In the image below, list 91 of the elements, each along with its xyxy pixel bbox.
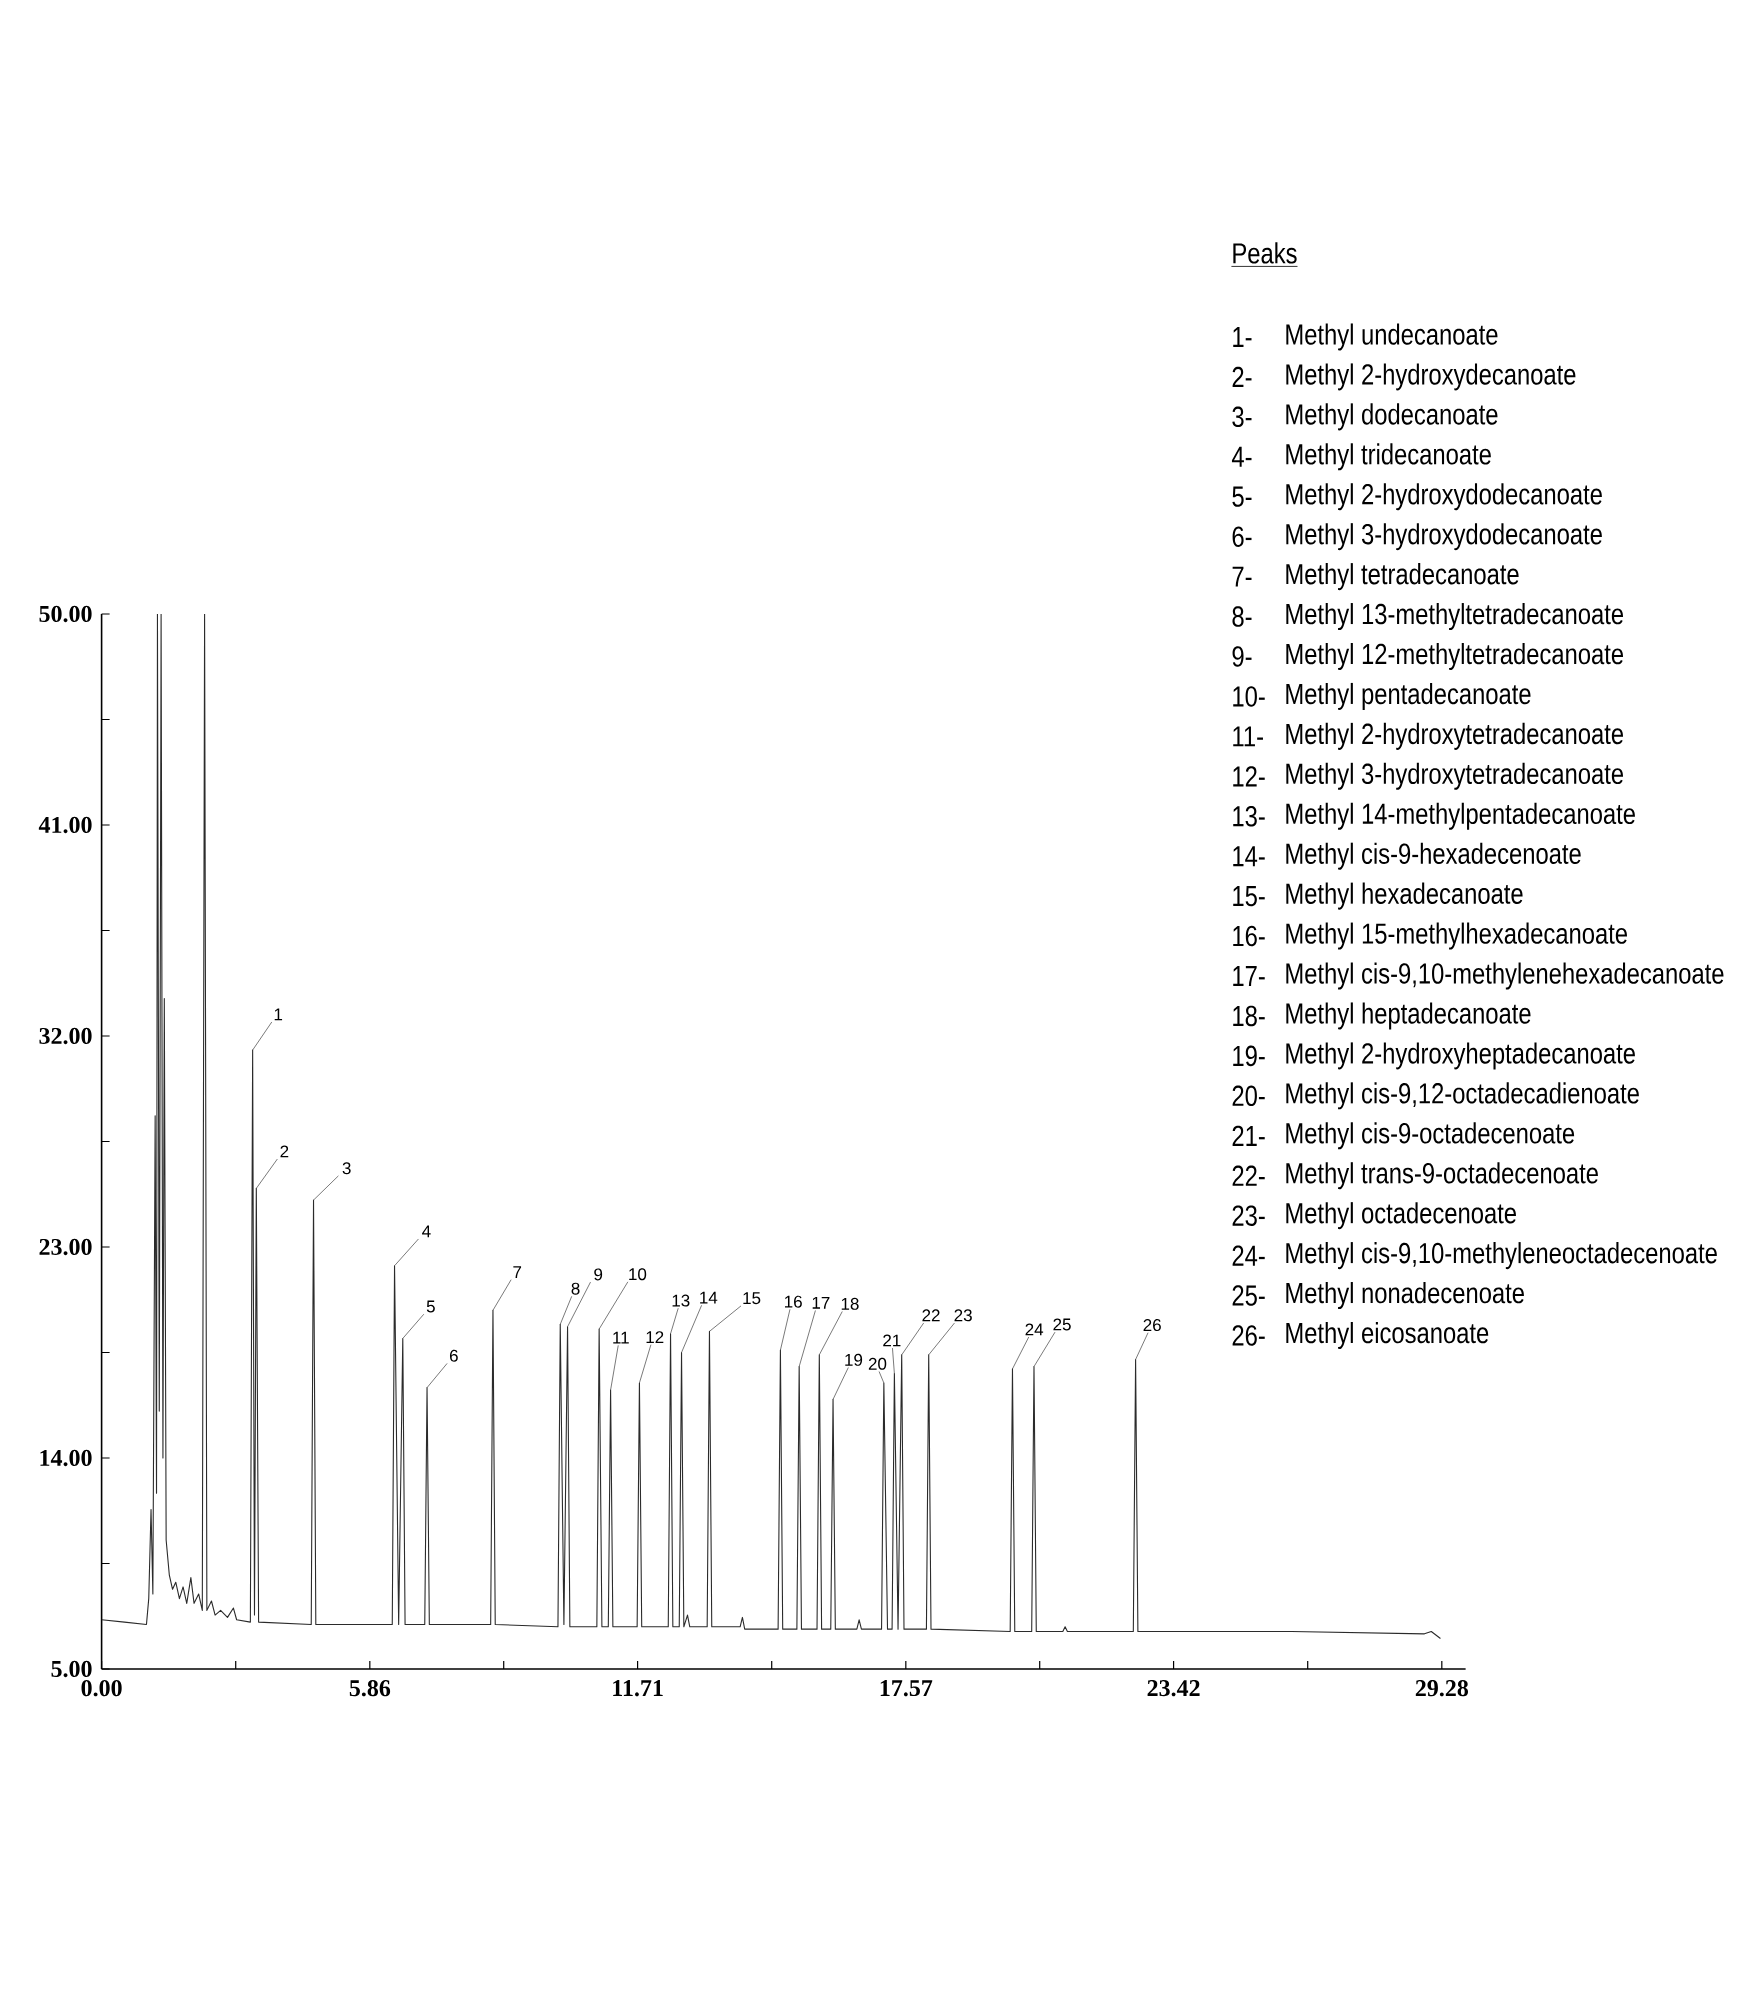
y-tick-label: 50.00	[39, 605, 92, 623]
annotation: 10-	[1233, 686, 1265, 707]
annotation: Methyl 2-hydroxytetradecanoate	[1286, 722, 1624, 750]
annotation: 13	[672, 1294, 690, 1307]
annotation: 21-	[1232, 1125, 1265, 1146]
annotation: 22-	[1232, 1165, 1265, 1186]
x-tick-label: 23.42	[1147, 1680, 1200, 1697]
annotation: 15-	[1233, 886, 1265, 907]
annotation: 12	[646, 1331, 664, 1343]
annotation: 14	[700, 1291, 718, 1304]
y-tick-label: 14.00	[40, 1449, 92, 1467]
y-tick-label: 5.00	[51, 1660, 92, 1678]
text: 1-	[1233, 327, 1252, 347]
annotation: 3	[342, 1162, 351, 1175]
annotation: Methyl 3-hydroxytetradecanoate	[1286, 762, 1624, 790]
annotation: Methyl heptadecanoate	[1286, 1002, 1531, 1030]
annotation: Methyl pentadecanoate	[1286, 682, 1531, 710]
annotation: Methyl nonadecenoate	[1286, 1282, 1524, 1310]
annotation: 19	[845, 1353, 863, 1366]
annotation: 17-	[1233, 966, 1265, 986]
annotation: 9-	[1232, 646, 1252, 667]
annotation: 5	[426, 1300, 435, 1313]
annotation: 24	[1025, 1323, 1044, 1336]
annotation: 17	[812, 1296, 830, 1309]
annotation: 2	[280, 1145, 289, 1158]
annotation: 4	[422, 1225, 431, 1238]
annotation: 12-	[1233, 766, 1265, 787]
annotation: 15	[743, 1292, 761, 1305]
annotation: 11	[613, 1331, 629, 1344]
annotation: 26-	[1232, 1325, 1265, 1346]
x-tick-label: 5.86	[349, 1680, 391, 1697]
annotation: Methyl 14-methylpentadecanoate	[1286, 802, 1635, 830]
text: Methyl undecanoate	[1286, 323, 1498, 351]
text: 5-	[1232, 486, 1252, 507]
annotation: Methyl cis-9,12-octadecadienoate	[1286, 1082, 1639, 1110]
annotation: 21	[883, 1334, 901, 1347]
text: Methyl tridecanoate	[1286, 443, 1491, 471]
annotation: 13-	[1233, 805, 1265, 827]
annotation: Methyl trans-9-octadecenoate	[1286, 1162, 1598, 1190]
annotation: Methyl octadecenoate	[1286, 1202, 1516, 1230]
annotation: 20	[868, 1357, 887, 1370]
x-tick-label: 0.00	[81, 1680, 122, 1697]
annotation: 22	[922, 1309, 940, 1322]
text: 2-	[1232, 366, 1252, 388]
x-tick-label: 17.57	[880, 1680, 933, 1697]
annotation: 8-	[1232, 606, 1252, 627]
annotation: 16-	[1233, 925, 1265, 947]
annotation: 19-	[1233, 1045, 1265, 1067]
x-tick-label: 11.71	[613, 1680, 663, 1697]
text: 7-	[1232, 566, 1252, 587]
annotation: Methyl cis-9-octadecenoate	[1286, 1122, 1575, 1150]
annotation: Methyl 12-methyltetradecanoate	[1286, 642, 1624, 671]
annotation: 10	[629, 1268, 647, 1281]
y-tick-label: 23.00	[39, 1238, 92, 1256]
annotation: 9	[594, 1268, 603, 1281]
annotation: 16	[785, 1295, 802, 1308]
annotation: Methyl 2-hydroxyheptadecanoate	[1286, 1042, 1635, 1070]
text: 3-	[1232, 406, 1252, 428]
text: Methyl tetradecanoate	[1286, 563, 1519, 591]
annotation: 23-	[1232, 1205, 1265, 1226]
annotation: 14-	[1233, 846, 1265, 867]
x-tick-label: 29.28	[1415, 1680, 1469, 1697]
annotation: 11-	[1233, 726, 1263, 747]
annotation: Methyl cis-9,10-methylenehexadecanoate	[1286, 962, 1724, 990]
annotation: Methyl 13-methyltetradecanoate	[1286, 603, 1624, 631]
text: 4-	[1231, 446, 1252, 467]
annotation: 6	[449, 1349, 458, 1362]
text: Methyl 3-hydroxydodecanoate	[1286, 523, 1602, 551]
annotation: 24-	[1232, 1245, 1265, 1266]
annotation: 1	[274, 1008, 283, 1021]
annotation: Methyl 15-methylhexadecanoate	[1286, 922, 1627, 950]
y-tick-label: 41.00	[38, 816, 92, 834]
annotation: Methyl cis-9,10-methyleneoctadecenoate	[1286, 1242, 1717, 1270]
text: Methyl dodecanoate	[1286, 403, 1498, 431]
annotation: 25-	[1232, 1285, 1265, 1306]
annotation: Methyl eicosanoate	[1286, 1321, 1489, 1350]
text: 6-	[1232, 526, 1252, 547]
text: Methyl 2-hydroxydecanoate	[1286, 363, 1576, 391]
annotation: 23	[954, 1309, 972, 1322]
annotation: 20-	[1232, 1085, 1265, 1107]
annotation: 18-	[1233, 1005, 1265, 1027]
y-tick-label: 32.00	[39, 1027, 92, 1045]
annotation: 26	[1143, 1319, 1161, 1332]
annotation: 7	[513, 1266, 522, 1278]
text: Peaks	[1233, 242, 1297, 264]
annotation: 25	[1053, 1318, 1071, 1331]
annotation: Methyl hexadecanoate	[1286, 882, 1523, 910]
text: Methyl 2-hydroxydodecanoate	[1286, 483, 1602, 511]
annotation: 18	[841, 1297, 859, 1310]
annotation: 8	[571, 1282, 580, 1295]
annotation: Methyl cis-9-hexadecenoate	[1286, 842, 1581, 870]
